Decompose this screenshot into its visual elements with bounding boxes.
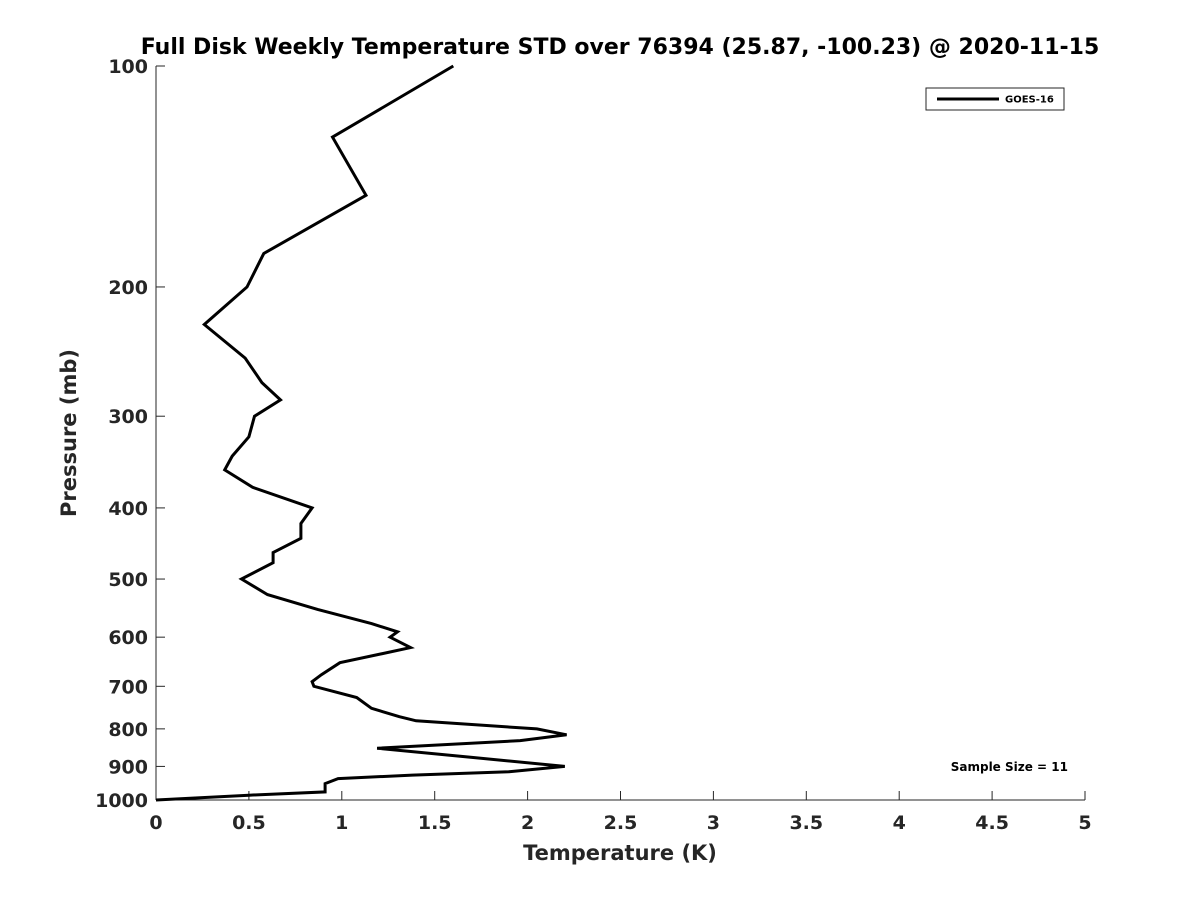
y-tick-label: 800 [108,719,148,741]
legend: GOES-16 [925,87,1065,111]
y-tick-label: 700 [108,676,148,698]
y-tick-label: 200 [108,277,148,299]
x-tick-label: 4.5 [975,812,1009,834]
x-axis-label: Temperature (K) [523,841,717,865]
y-tick-label: 400 [108,498,148,520]
y-tick-label: 1000 [95,790,148,812]
y-axis-ticks: 100 200 300 400 500 600 700 800 900 1000 [95,56,165,812]
x-tick-label: 0 [149,812,162,834]
x-tick-label: 4 [893,812,906,834]
x-tick-label: 3.5 [789,812,823,834]
x-tick-label: 1 [335,812,348,834]
chart-title: Full Disk Weekly Temperature STD over 76… [141,35,1100,60]
x-tick-label: 3 [707,812,720,834]
x-tick-label: 5 [1078,812,1091,834]
sample-size-annotation: Sample Size = 11 [951,760,1068,774]
x-tick-label: 1.5 [418,812,452,834]
y-tick-label: 100 [108,56,148,78]
plot-area [155,66,1085,801]
x-axis-ticks: 0 0.5 1 1.5 2 2.5 3 3.5 4 4.5 5 [149,791,1092,834]
y-tick-label: 500 [108,569,148,591]
series-layer [155,64,567,802]
y-tick-label: 300 [108,406,148,428]
series-line-goes-16 [155,64,567,802]
x-tick-label: 0.5 [232,812,266,834]
legend-entry-goes-16: GOES-16 [1005,95,1054,106]
x-tick-label: 2 [521,812,534,834]
y-tick-label: 600 [108,627,148,649]
x-tick-label: 2.5 [604,812,638,834]
y-tick-label: 900 [108,756,148,778]
y-axis-label: Pressure (mb) [57,349,81,517]
